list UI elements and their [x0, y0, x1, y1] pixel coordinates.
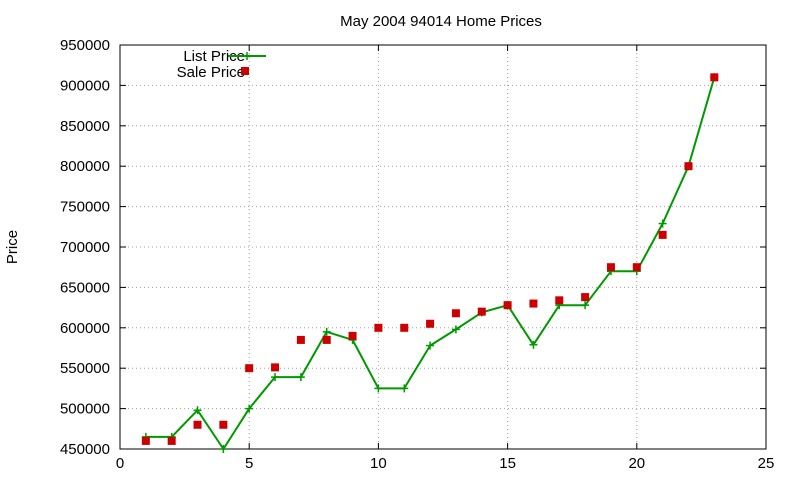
sale-price-point	[322, 335, 331, 344]
list-price-point	[322, 327, 331, 336]
grid-lines	[120, 45, 766, 449]
sale-price-point	[426, 319, 435, 328]
y-tick-label: 850000	[60, 118, 110, 135]
legend-label-list-price: List Price	[183, 48, 245, 65]
legend-plus-marker	[243, 52, 251, 60]
list-price-point	[451, 325, 460, 334]
y-tick-label: 450000	[60, 441, 110, 458]
sale-price-point	[167, 436, 176, 445]
x-tick-label: 10	[370, 455, 387, 472]
legend: List Price Sale Price	[177, 48, 266, 81]
y-axis-label: Price	[4, 230, 21, 264]
sale-price-point	[529, 299, 538, 308]
sale-price-point	[245, 364, 254, 373]
list-price-point	[271, 373, 280, 382]
list-price-point	[658, 219, 667, 228]
sale-price-point	[477, 307, 486, 316]
list-price-point	[400, 384, 409, 393]
legend-marker-list-price	[243, 52, 251, 60]
sale-price-point	[555, 296, 564, 305]
sale-price-point	[684, 162, 693, 171]
sale-price-point	[400, 323, 409, 332]
y-tick-label: 750000	[60, 199, 110, 216]
list-price-point	[581, 301, 590, 310]
y-tick-label: 650000	[60, 279, 110, 296]
y-tick-label: 500000	[60, 401, 110, 418]
y-tick-label: 600000	[60, 320, 110, 337]
y-tick-label: 900000	[60, 77, 110, 94]
sale-price-point	[296, 335, 305, 344]
series-list-price	[141, 73, 719, 453]
chart-title: May 2004 94014 Home Prices	[340, 13, 542, 30]
legend-marker-sale-price	[241, 67, 249, 75]
list-price-point	[296, 373, 305, 382]
sale-price-point	[606, 263, 615, 272]
sale-price-point	[658, 230, 667, 239]
list-price-point	[245, 404, 254, 413]
x-tick-label: 20	[628, 455, 645, 472]
sale-price-point	[503, 301, 512, 310]
x-tick-label: 15	[499, 455, 516, 472]
y-tick-label: 700000	[60, 239, 110, 256]
sale-price-point	[348, 331, 357, 340]
list-price-point	[426, 341, 435, 350]
sale-price-point	[710, 73, 719, 82]
y-tick-label: 550000	[60, 360, 110, 377]
series-sale-price	[141, 73, 719, 445]
list-price-point	[529, 340, 538, 349]
sale-price-point	[219, 420, 228, 429]
list-price-point	[219, 445, 228, 453]
list-price-line	[145, 77, 716, 450]
sale-price-point	[193, 420, 202, 429]
y-tick-label: 800000	[60, 158, 110, 175]
list-price-point	[193, 406, 202, 415]
sale-price-point	[271, 363, 280, 372]
x-tick-label: 0	[116, 455, 124, 472]
x-tick-label: 25	[758, 455, 775, 472]
y-tick-label: 950000	[60, 37, 110, 54]
sale-price-point	[581, 293, 590, 302]
list-price-point	[374, 384, 383, 393]
sale-price-point	[632, 263, 641, 272]
sale-price-point	[141, 436, 150, 445]
x-tick-label: 5	[245, 455, 253, 472]
axis-ticks: 0 5 10 15 20 25 450000 500000 550000 600000 650000…	[60, 37, 774, 472]
legend-label-sale-price: Sale Price	[177, 64, 245, 81]
sale-price-point	[451, 309, 460, 318]
sale-price-point	[374, 323, 383, 332]
